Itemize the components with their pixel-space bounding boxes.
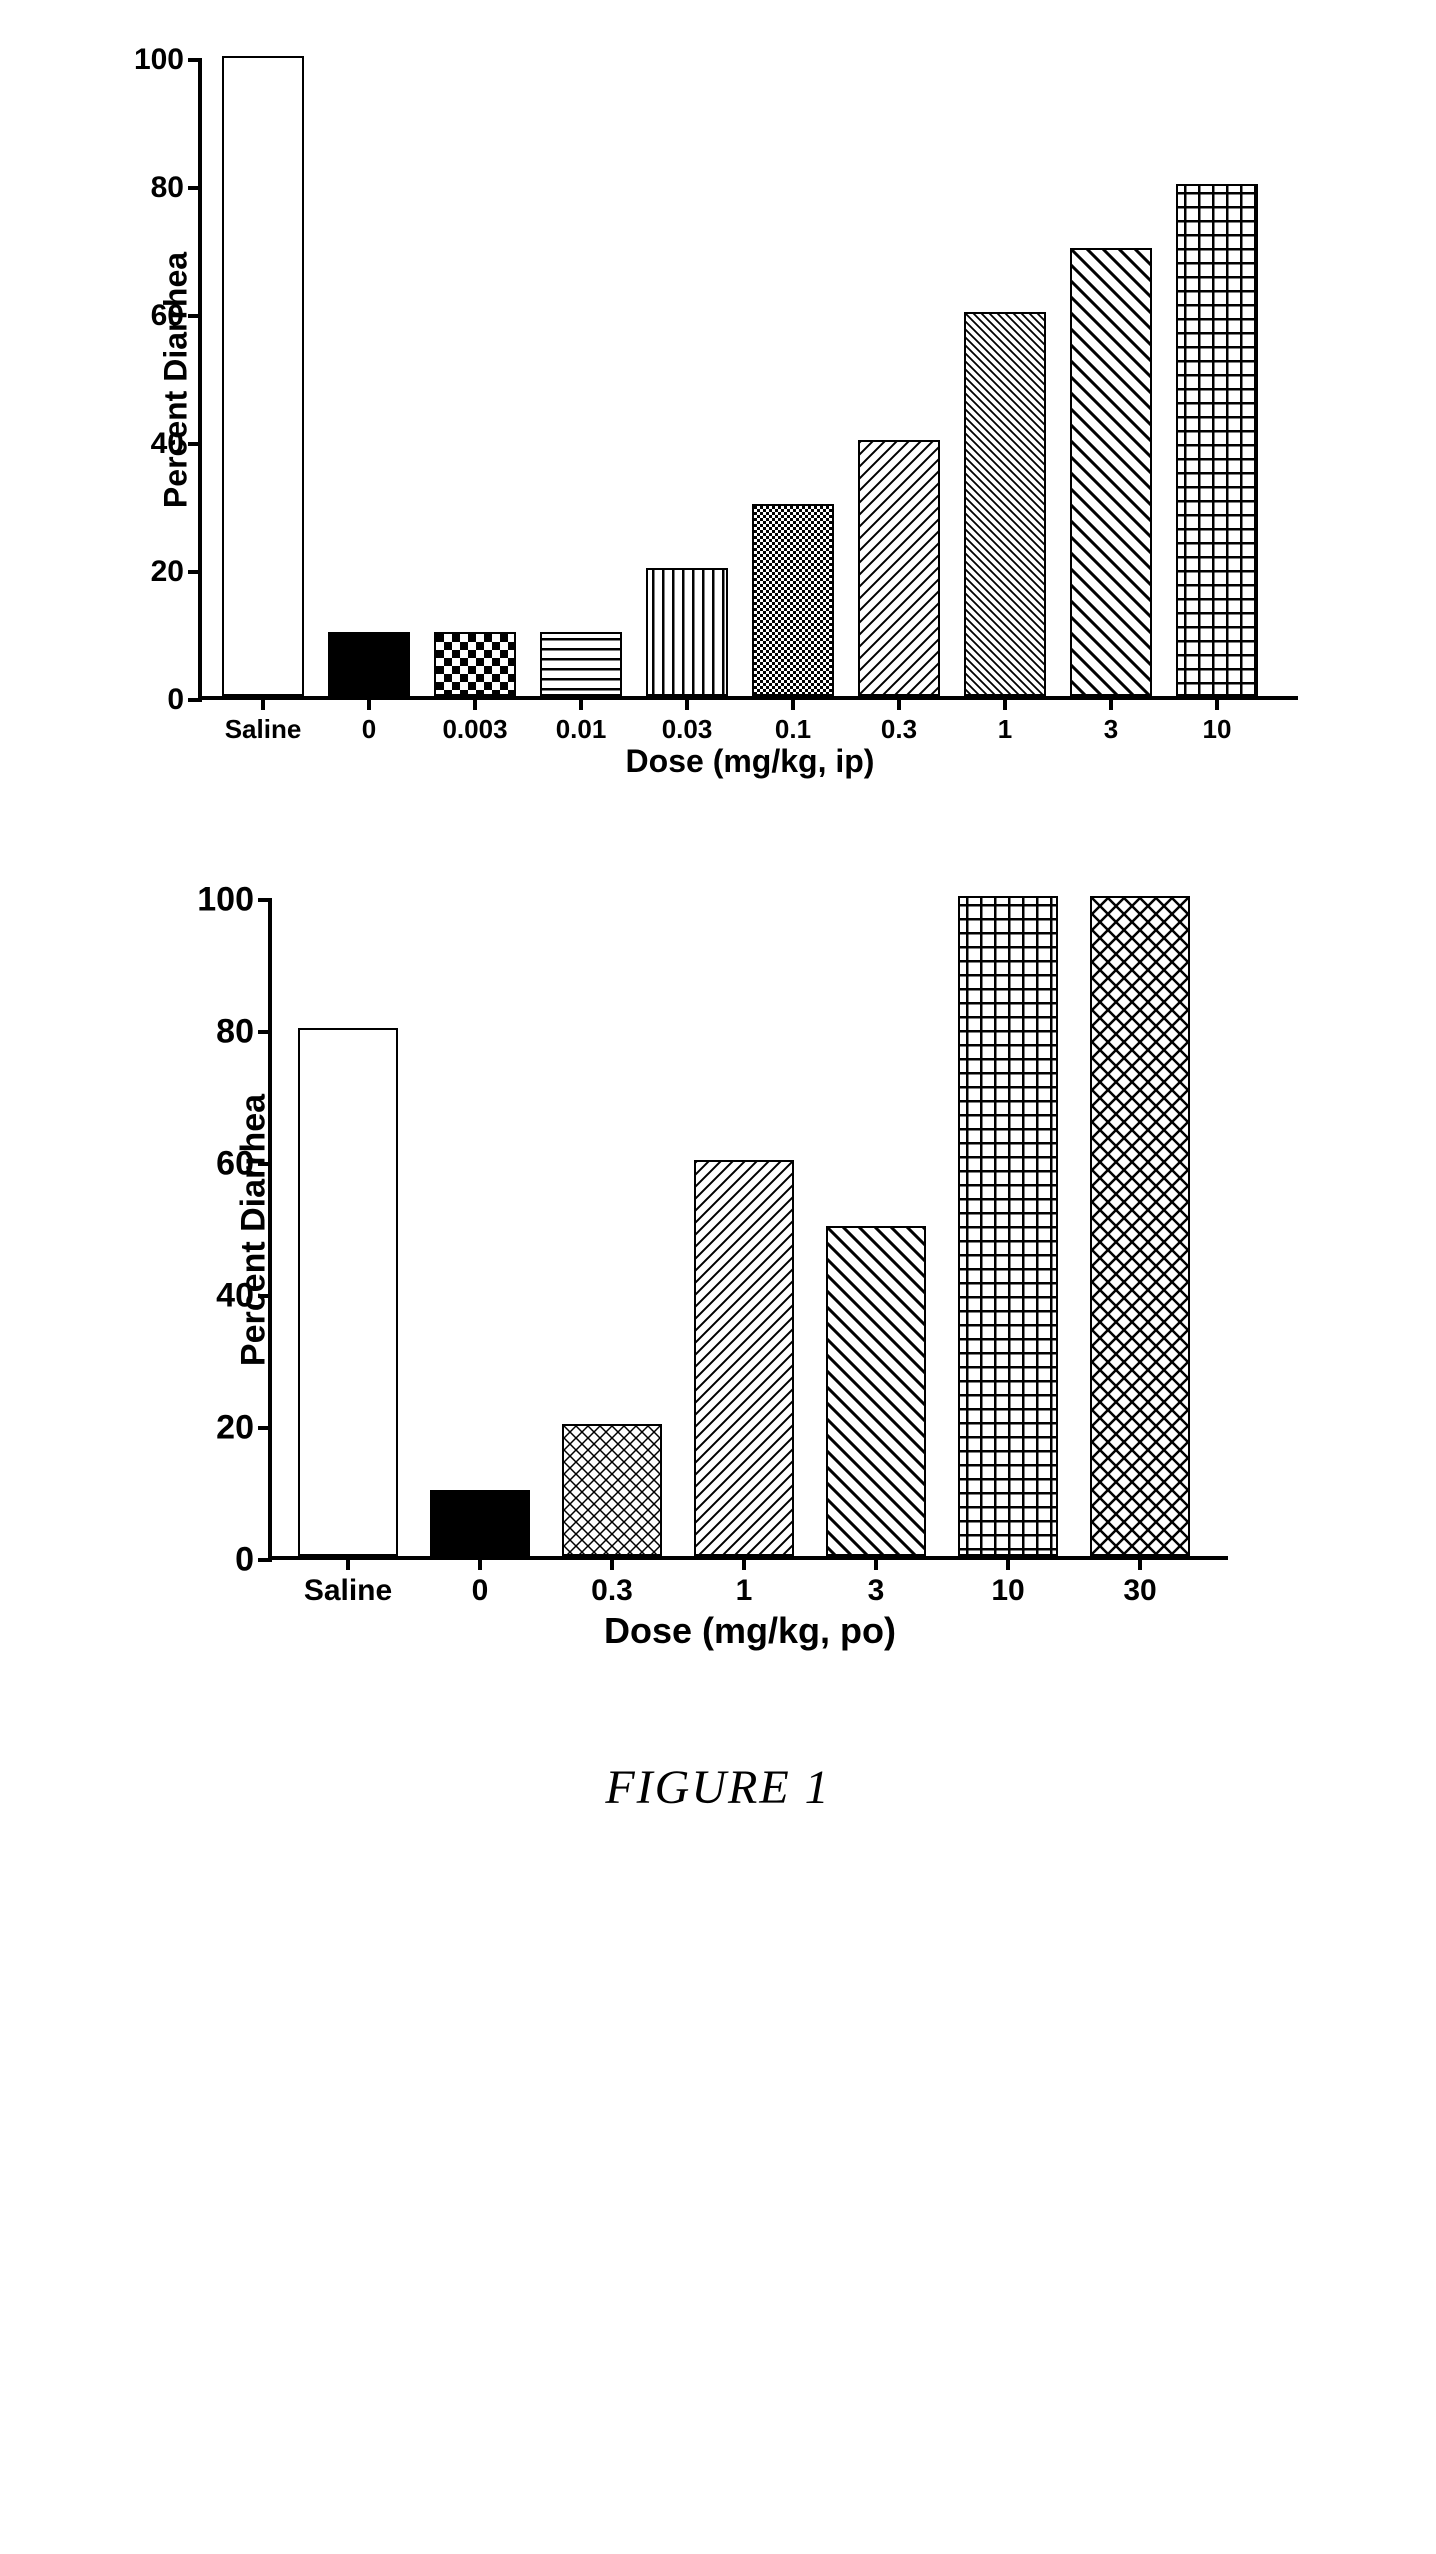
- x-tick: [478, 1556, 482, 1570]
- x-tick: [579, 696, 583, 710]
- plot-area: 020406080100Saline00.3131030Dose (mg/kg,…: [268, 900, 1228, 1560]
- bar: [540, 632, 622, 696]
- bar: [826, 1226, 926, 1556]
- y-tick-label: 60: [216, 1145, 254, 1184]
- x-tick-label: 0.3: [591, 1574, 633, 1608]
- x-tick-label: 3: [868, 1574, 885, 1608]
- y-tick: [258, 1426, 272, 1430]
- x-tick-label: 10: [991, 1574, 1024, 1608]
- x-tick: [742, 1556, 746, 1570]
- y-axis-label: Percent Diarrhea: [158, 252, 195, 508]
- y-tick: [258, 1294, 272, 1298]
- bar: [328, 632, 410, 696]
- x-axis-label: Dose (mg/kg, po): [604, 1610, 896, 1652]
- x-tick-label: 0.03: [662, 714, 713, 745]
- bar: [858, 440, 940, 696]
- x-tick: [1215, 696, 1219, 710]
- bar: [752, 504, 834, 696]
- y-tick: [188, 570, 202, 574]
- x-tick-label: 0.003: [442, 714, 507, 745]
- bar: [1070, 248, 1152, 696]
- x-tick-label: 30: [1123, 1574, 1156, 1608]
- y-tick-label: 80: [216, 1013, 254, 1052]
- x-tick: [685, 696, 689, 710]
- bar: [222, 56, 304, 696]
- y-tick-label: 100: [134, 43, 184, 77]
- x-tick: [1006, 1556, 1010, 1570]
- chart-ip: IPPercent Diarrhea020406080100Saline00.0…: [108, 60, 1328, 700]
- x-tick: [1109, 696, 1113, 710]
- x-tick-label: 0: [362, 714, 376, 745]
- x-tick-label: Saline: [225, 714, 302, 745]
- y-tick: [188, 698, 202, 702]
- y-tick-label: 60: [151, 299, 184, 333]
- x-tick-label: 0.01: [556, 714, 607, 745]
- x-tick: [1138, 1556, 1142, 1570]
- x-tick-label: 1: [736, 1574, 753, 1608]
- x-tick-label: 1: [998, 714, 1012, 745]
- bar: [430, 1490, 530, 1556]
- y-tick-label: 20: [216, 1409, 254, 1448]
- bar: [298, 1028, 398, 1556]
- y-tick-label: 40: [151, 427, 184, 461]
- x-tick-label: 10: [1203, 714, 1232, 745]
- x-tick-label: 3: [1104, 714, 1118, 745]
- y-tick: [188, 58, 202, 62]
- plot-area: 020406080100Saline00.0030.010.030.10.313…: [198, 60, 1298, 700]
- x-tick-label: 0.3: [881, 714, 917, 745]
- x-tick-label: 0.1: [775, 714, 811, 745]
- figure-caption: FIGURE 1: [605, 1760, 830, 1815]
- bar: [958, 896, 1058, 1556]
- x-tick: [610, 1556, 614, 1570]
- bar: [694, 1160, 794, 1556]
- x-tick: [346, 1556, 350, 1570]
- y-tick-label: 100: [197, 881, 254, 920]
- x-tick: [367, 696, 371, 710]
- y-tick: [258, 1162, 272, 1166]
- bar: [646, 568, 728, 696]
- y-tick: [188, 314, 202, 318]
- x-tick-label: Saline: [304, 1574, 392, 1608]
- x-tick: [874, 1556, 878, 1570]
- y-tick-label: 40: [216, 1277, 254, 1316]
- x-tick: [791, 696, 795, 710]
- y-tick: [258, 1558, 272, 1562]
- x-tick-label: 0: [472, 1574, 489, 1608]
- chart-oral: OralPercent Diarrhea020406080100Saline00…: [178, 900, 1258, 1560]
- figure-container: IPPercent Diarrhea020406080100Saline00.0…: [40, 60, 1396, 1815]
- bar: [964, 312, 1046, 696]
- bar: [434, 632, 516, 696]
- bar: [562, 1424, 662, 1556]
- bar: [1176, 184, 1258, 696]
- x-tick: [897, 696, 901, 710]
- x-axis-label: Dose (mg/kg, ip): [626, 743, 875, 780]
- y-tick-label: 0: [235, 1541, 254, 1580]
- y-tick-label: 0: [167, 683, 184, 717]
- x-tick: [261, 696, 265, 710]
- bar: [1090, 896, 1190, 1556]
- y-tick: [188, 442, 202, 446]
- y-tick: [258, 898, 272, 902]
- x-tick: [473, 696, 477, 710]
- y-tick-label: 80: [151, 171, 184, 205]
- x-tick: [1003, 696, 1007, 710]
- y-tick: [258, 1030, 272, 1034]
- y-tick-label: 20: [151, 555, 184, 589]
- y-tick: [188, 186, 202, 190]
